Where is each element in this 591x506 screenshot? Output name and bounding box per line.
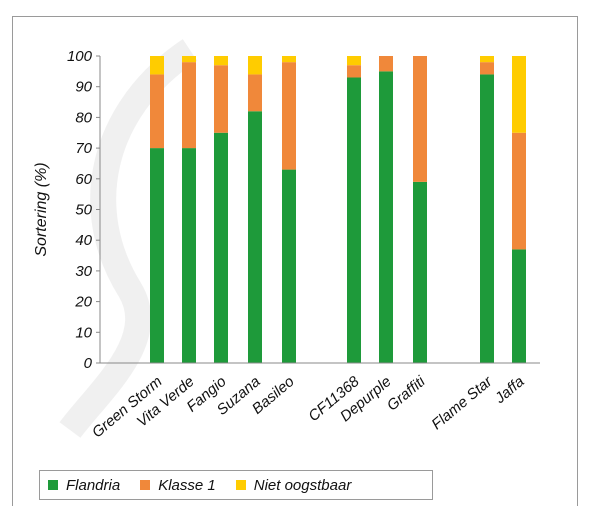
bar-segment-niet-oogstbaar (150, 56, 164, 75)
bar-segment-flandria (347, 77, 361, 364)
y-axis-title: Sortering (%) (33, 162, 50, 256)
bar-segment-flandria (480, 74, 494, 364)
bar-segment-klasse-1 (379, 56, 393, 72)
y-tick-label: 0 (84, 355, 93, 372)
bar-segment-niet-oogstbaar (282, 56, 296, 63)
bar-segment-niet-oogstbaar (214, 56, 228, 66)
bars (150, 56, 526, 364)
bar-segment-klasse-1 (150, 74, 164, 149)
bar-segment-flandria (214, 132, 228, 363)
x-category-label: Graffiti (384, 373, 429, 415)
bar-segment-niet-oogstbaar (347, 56, 361, 66)
y-tick-label: 60 (75, 171, 92, 188)
legend-swatch (48, 480, 58, 490)
bar-segment-flandria (379, 71, 393, 363)
legend-swatch (140, 480, 151, 490)
bar-segment-niet-oogstbaar (248, 56, 262, 75)
legend-label: Niet oogstbaar (253, 476, 352, 494)
bar-segment-klasse-1 (248, 74, 262, 112)
bar-segment-klasse-1 (347, 65, 361, 78)
bar-segment-niet-oogstbaar (480, 56, 494, 63)
x-category-label: Jaffa (491, 373, 528, 408)
legend-item: Flandria (48, 477, 120, 494)
y-tick-label: 90 (75, 79, 92, 96)
y-tick-label: 30 (75, 263, 92, 280)
bar-segment-flandria (413, 181, 427, 363)
y-axis: 0 10 20 30 40 50 60 70 80 90 100 (67, 48, 101, 372)
y-tick-label: 40 (75, 232, 92, 249)
y-tick-label: 10 (75, 324, 92, 341)
bar-segment-klasse-1 (214, 65, 228, 133)
bar-segment-klasse-1 (413, 56, 427, 182)
legend-swatch (235, 480, 246, 490)
y-tick-label: 20 (74, 294, 92, 311)
bar-segment-klasse-1 (480, 62, 494, 75)
bar-segment-flandria (150, 148, 164, 363)
legend-label: Flandria (66, 476, 121, 494)
x-category-label: Flame Star (428, 372, 496, 433)
legend-item: Klasse 1 (140, 477, 216, 494)
y-tick-label: 50 (75, 202, 92, 219)
legend: Flandria Klasse 1 Niet oogstbaar (39, 470, 433, 500)
bar-segment-flandria (248, 111, 262, 363)
bar-segment-klasse-1 (512, 132, 526, 250)
y-tick-label: 70 (75, 140, 92, 157)
chart-frame (12, 16, 578, 506)
bar-segment-flandria (182, 148, 196, 363)
bar-segment-klasse-1 (282, 62, 296, 170)
y-tick-label: 100 (67, 48, 93, 65)
bar-segment-flandria (282, 169, 296, 363)
y-tick-label: 80 (75, 109, 92, 126)
bar-segment-klasse-1 (182, 62, 196, 149)
legend-label: Klasse 1 (158, 476, 216, 494)
bar-segment-niet-oogstbaar (182, 56, 196, 63)
bar-segment-niet-oogstbaar (512, 56, 526, 133)
bar-segment-flandria (512, 249, 526, 363)
legend-item: Niet oogstbaar (235, 476, 352, 494)
